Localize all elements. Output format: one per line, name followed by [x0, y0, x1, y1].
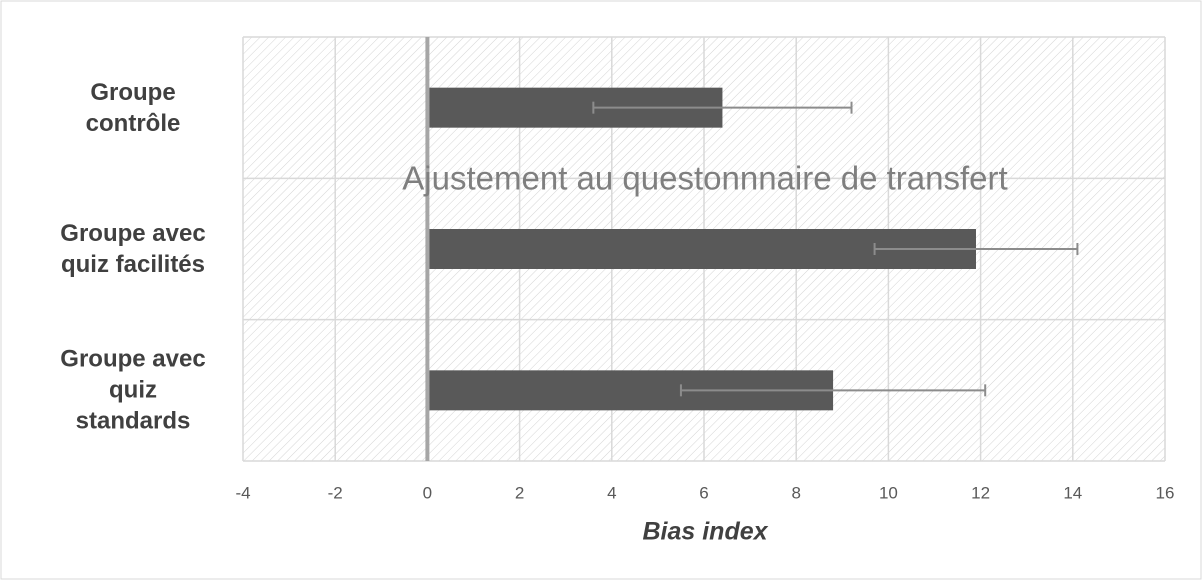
x-tick-label: 2 [515, 483, 524, 502]
x-tick-label: -2 [328, 483, 343, 502]
chart-title: Ajustement au questonnnaire de transfert [402, 160, 1007, 197]
x-tick-label: -4 [235, 483, 250, 502]
x-tick-label: 6 [699, 483, 708, 502]
x-tick-label: 4 [607, 483, 616, 502]
x-tick-label: 14 [1063, 483, 1082, 502]
error-bar [592, 101, 853, 114]
x-tick-label: 10 [879, 483, 898, 502]
x-tick-label: 16 [1156, 483, 1175, 502]
error-bar [679, 384, 987, 397]
error-bar [873, 243, 1079, 255]
y-tick-label: Groupe contrôle [85, 78, 181, 137]
y-tick-label: Groupe avec quiz facilités [60, 220, 206, 278]
x-tick-label: 8 [791, 483, 800, 502]
x-tick-label: 0 [423, 483, 432, 502]
y-tick-label: Groupe avec quiz standards [60, 345, 206, 435]
x-tick-label: 12 [971, 483, 990, 502]
x-axis-label: Bias index [642, 518, 768, 546]
